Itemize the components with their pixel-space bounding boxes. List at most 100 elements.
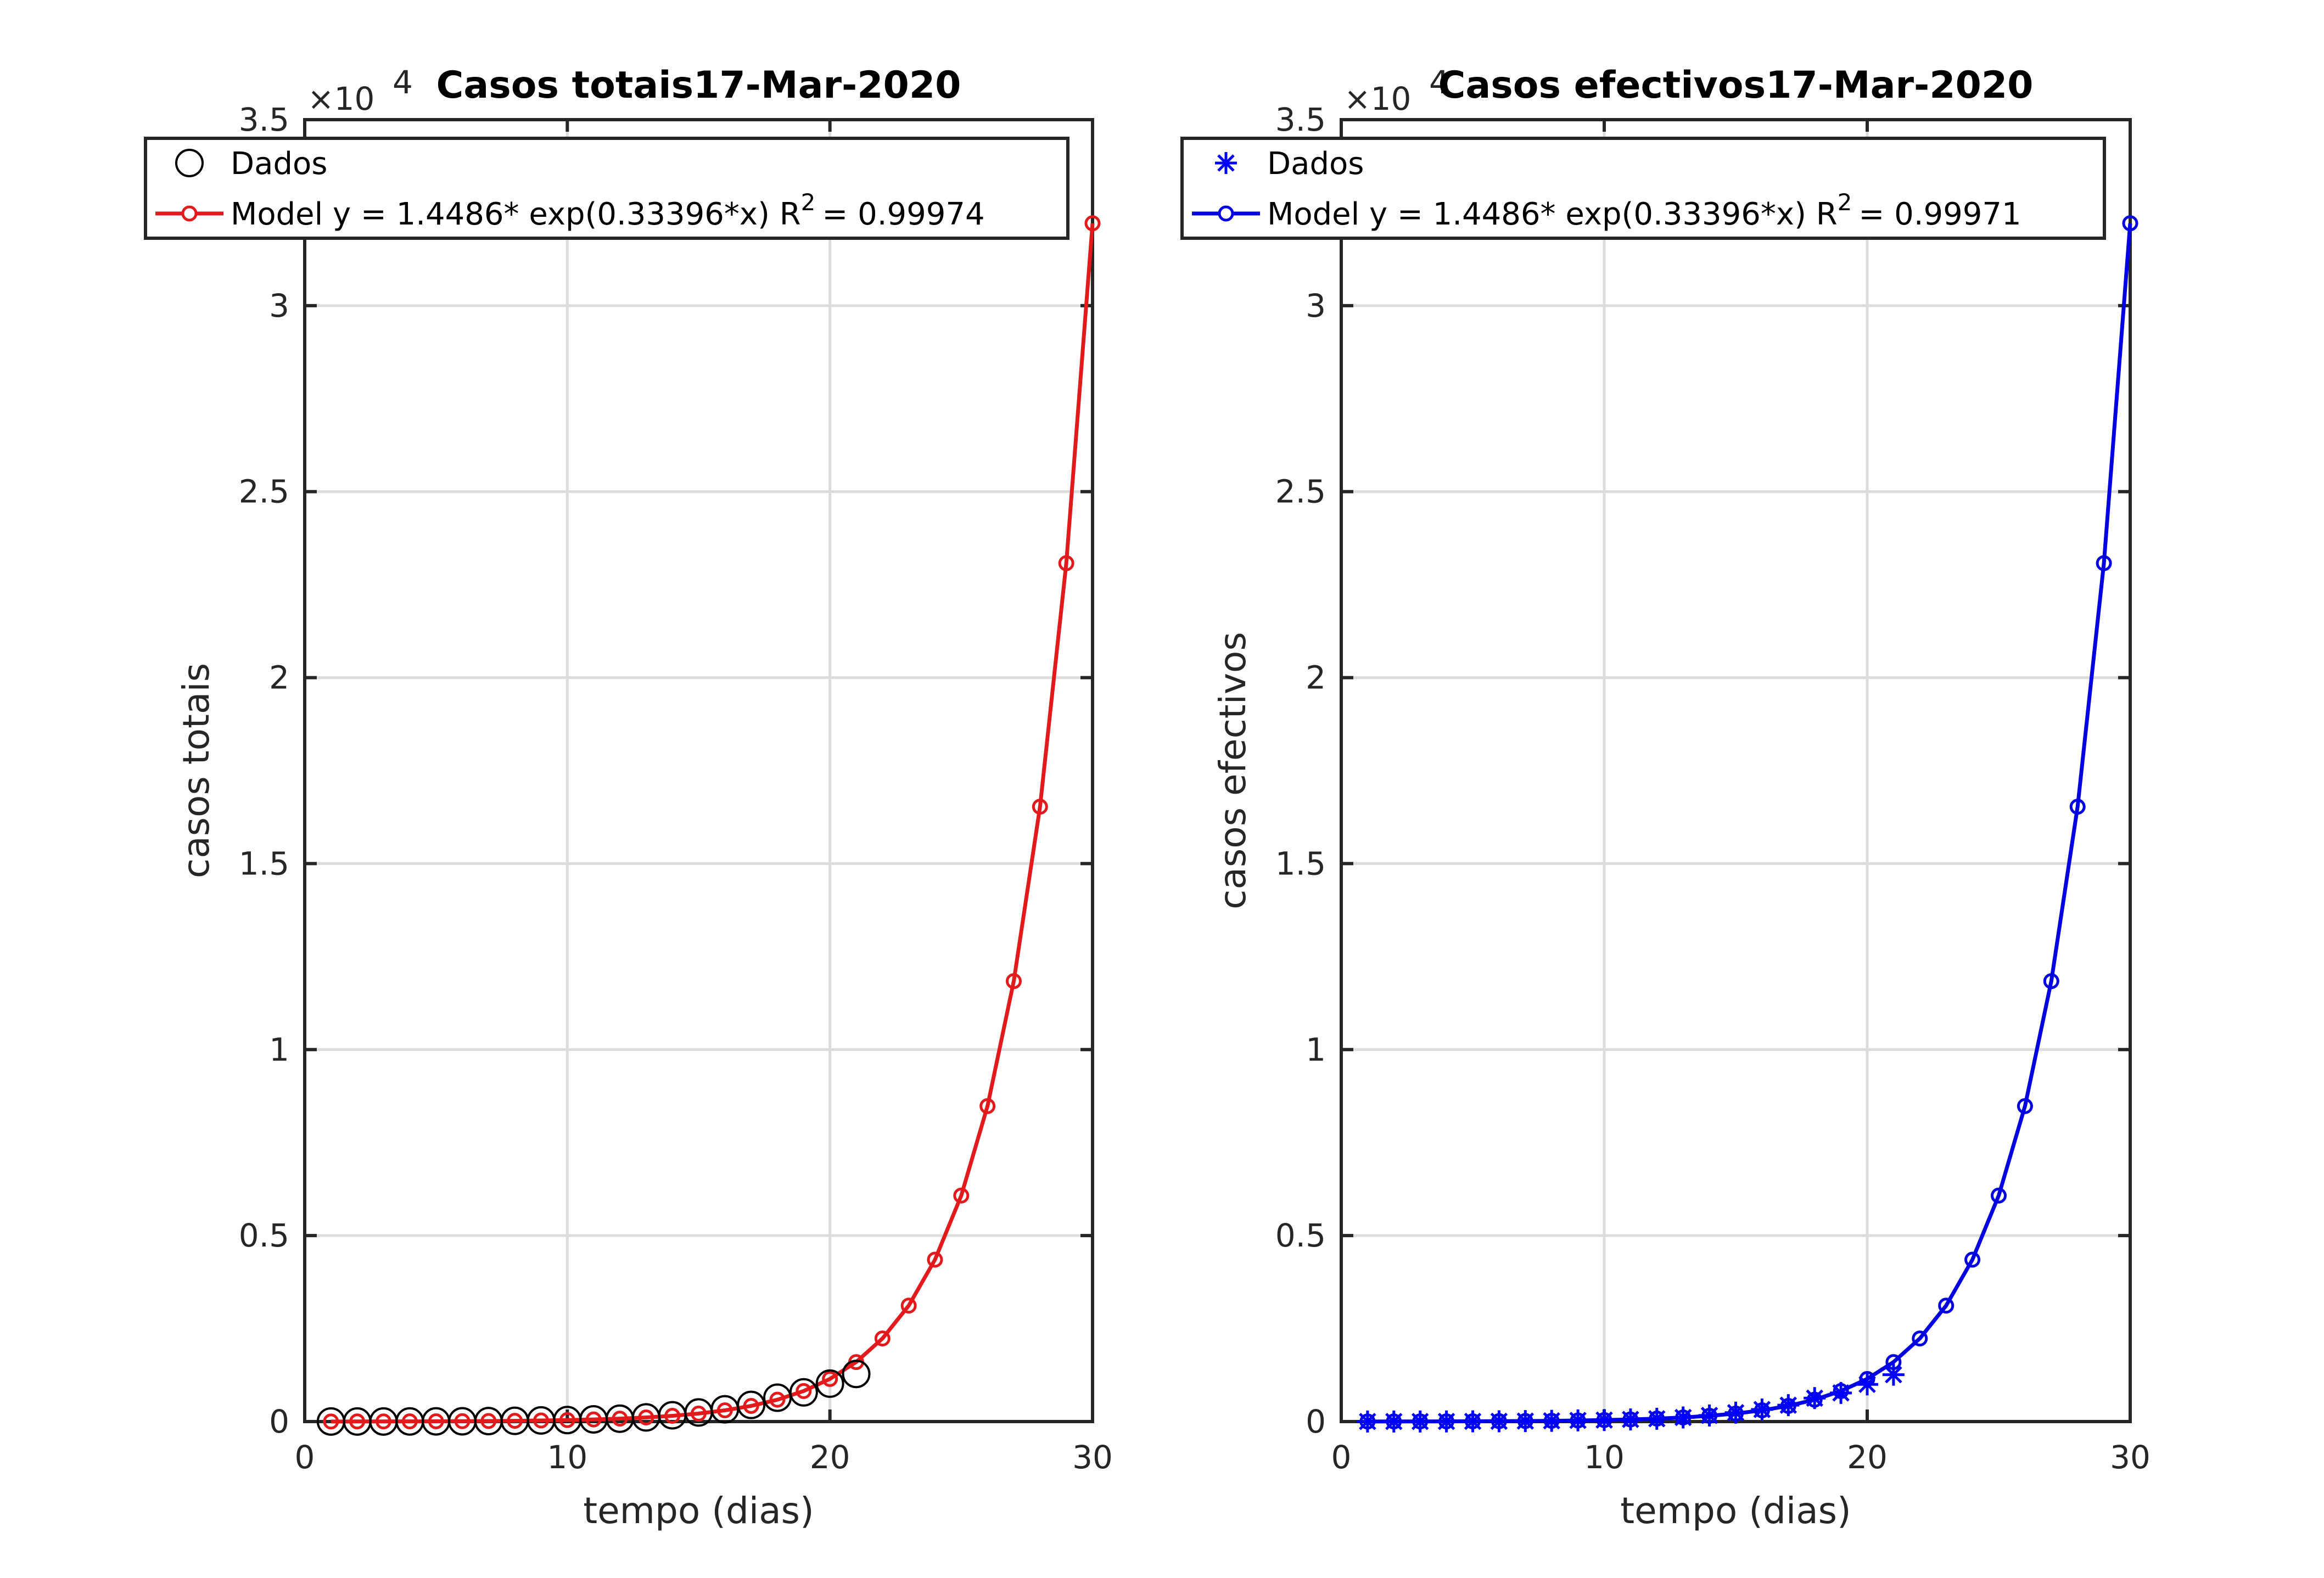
y-tick-label: 0 (269, 1403, 289, 1440)
y-tick-label: 1 (1306, 1031, 1326, 1068)
chart-panel-1: 0 10 20 30 0 0.5 1 1.5 2 2.5 3 3.5 ×10 4 tempo (dias) c… (144, 64, 1113, 1532)
model-point (1032, 799, 1048, 815)
data-point (1751, 1398, 1773, 1420)
model-point (1912, 1330, 1928, 1347)
model-point (2069, 799, 2086, 815)
legend-model-marker (181, 205, 198, 222)
chart-title: Casos efectivos17-Mar-2020 (1438, 64, 2033, 107)
x-tick-label: 20 (810, 1439, 850, 1476)
model-point (900, 1298, 917, 1314)
y-tick-label: 2.5 (1275, 473, 1326, 510)
x-tick-label: 10 (1584, 1439, 1625, 1476)
data-point (1777, 1394, 1800, 1417)
model-point (507, 1413, 523, 1429)
data-point (1567, 1409, 1589, 1431)
y-tick-label: 2.5 (239, 473, 289, 510)
model-point (979, 1098, 996, 1114)
model-point (480, 1413, 497, 1429)
data-point (815, 1369, 844, 1398)
y-tick-label: 0.5 (239, 1217, 289, 1254)
legend-r2-superscript: 2 (801, 189, 816, 216)
legend-r2-value: = 0.99974 (822, 196, 984, 232)
model-point (428, 1413, 444, 1429)
model-point (1058, 555, 1074, 571)
y-axis-label: casos totais (175, 663, 217, 878)
x-axis-label: tempo (dias) (1620, 1490, 1851, 1532)
model-point (1006, 973, 1022, 990)
y-tick-label: 2 (1306, 659, 1326, 697)
model-point (2122, 215, 2138, 232)
model-point (638, 1409, 654, 1425)
data-point (1593, 1409, 1615, 1431)
legend-r2-superscript: 2 (1838, 189, 1852, 216)
model-point (349, 1413, 366, 1430)
y-tick-label: 0.5 (1275, 1217, 1326, 1254)
y-exponent-power: 4 (1429, 64, 1449, 101)
data-point (1672, 1406, 1694, 1429)
model-point (953, 1187, 970, 1204)
model-point (874, 1330, 891, 1347)
data-point (1514, 1410, 1537, 1433)
y-tick-label: 3 (1306, 287, 1326, 324)
legend-data-marker (1215, 152, 1237, 174)
model-point (769, 1391, 786, 1408)
data-point (1435, 1410, 1458, 1433)
chart-panel-2: 0 10 20 30 0 0.5 1 1.5 2 2.5 3 3.5 ×10 4 tempo (dias) c… (1180, 64, 2151, 1532)
data-point (1541, 1409, 1563, 1432)
data-point (737, 1390, 766, 1419)
model-point (454, 1413, 471, 1429)
series-data (316, 1360, 871, 1436)
x-tick-label: 10 (547, 1439, 587, 1476)
model-point (716, 1402, 733, 1419)
y-axis-label: casos efectivos (1212, 632, 1254, 909)
model-point (664, 1407, 681, 1424)
legend-box (1180, 137, 2106, 240)
y-tick-label: 2 (269, 659, 289, 697)
data-point (789, 1378, 818, 1407)
model-point (2017, 1098, 2033, 1114)
data-point (1645, 1407, 1668, 1430)
data-point (1461, 1410, 1484, 1433)
model-point (691, 1405, 707, 1422)
model-point (1938, 1298, 1955, 1314)
model-point (401, 1413, 418, 1430)
y-tick-label: 1 (269, 1031, 289, 1068)
data-point (1804, 1387, 1826, 1409)
y-tick-label: 3.5 (1275, 101, 1326, 138)
x-tick-label: 20 (1847, 1439, 1888, 1476)
y-exponent-multiplier: ×10 (1344, 80, 1411, 117)
model-point (822, 1371, 838, 1387)
data-point (1356, 1410, 1379, 1433)
data-point (1882, 1363, 1905, 1386)
y-tick-label: 3 (269, 287, 289, 324)
x-tick-label: 30 (1072, 1439, 1113, 1476)
model-point (2096, 555, 2112, 571)
model-point (533, 1412, 549, 1429)
data-point (1856, 1373, 1878, 1396)
legend-label-model: Model y = 1.4486* exp(0.33396*x) R2 = 0.9… (1267, 189, 2021, 232)
data-point (1619, 1408, 1642, 1431)
model-point (1991, 1187, 2007, 1204)
x-axis-label: tempo (dias) (583, 1490, 814, 1532)
data-point (1409, 1410, 1431, 1433)
legend-model-equation: Model y = 1.4486* exp(0.33396*x) R (231, 196, 801, 232)
data-point (1724, 1401, 1747, 1424)
y-exponent-multiplier: ×10 (307, 80, 374, 117)
data-point (842, 1360, 871, 1389)
legend-label-data: Dados (231, 146, 327, 182)
y-tick-label: 1.5 (239, 845, 289, 882)
data-point (1830, 1382, 1852, 1404)
legend-data-marker (175, 149, 204, 177)
model-point (2043, 973, 2059, 990)
data-point (1382, 1410, 1405, 1433)
x-tick-label: 30 (2110, 1439, 2151, 1476)
legend-label-model: Model y = 1.4486* exp(0.33396*x) R2 = 0.9… (231, 189, 985, 232)
x-tick-label: 0 (295, 1439, 315, 1476)
model-point (323, 1413, 339, 1430)
model-point (376, 1413, 391, 1430)
model-point (1084, 215, 1101, 232)
x-tick-label: 0 (1331, 1439, 1352, 1476)
legend-r2-value: = 0.99971 (1858, 196, 2021, 232)
axes-box (303, 118, 1094, 1423)
